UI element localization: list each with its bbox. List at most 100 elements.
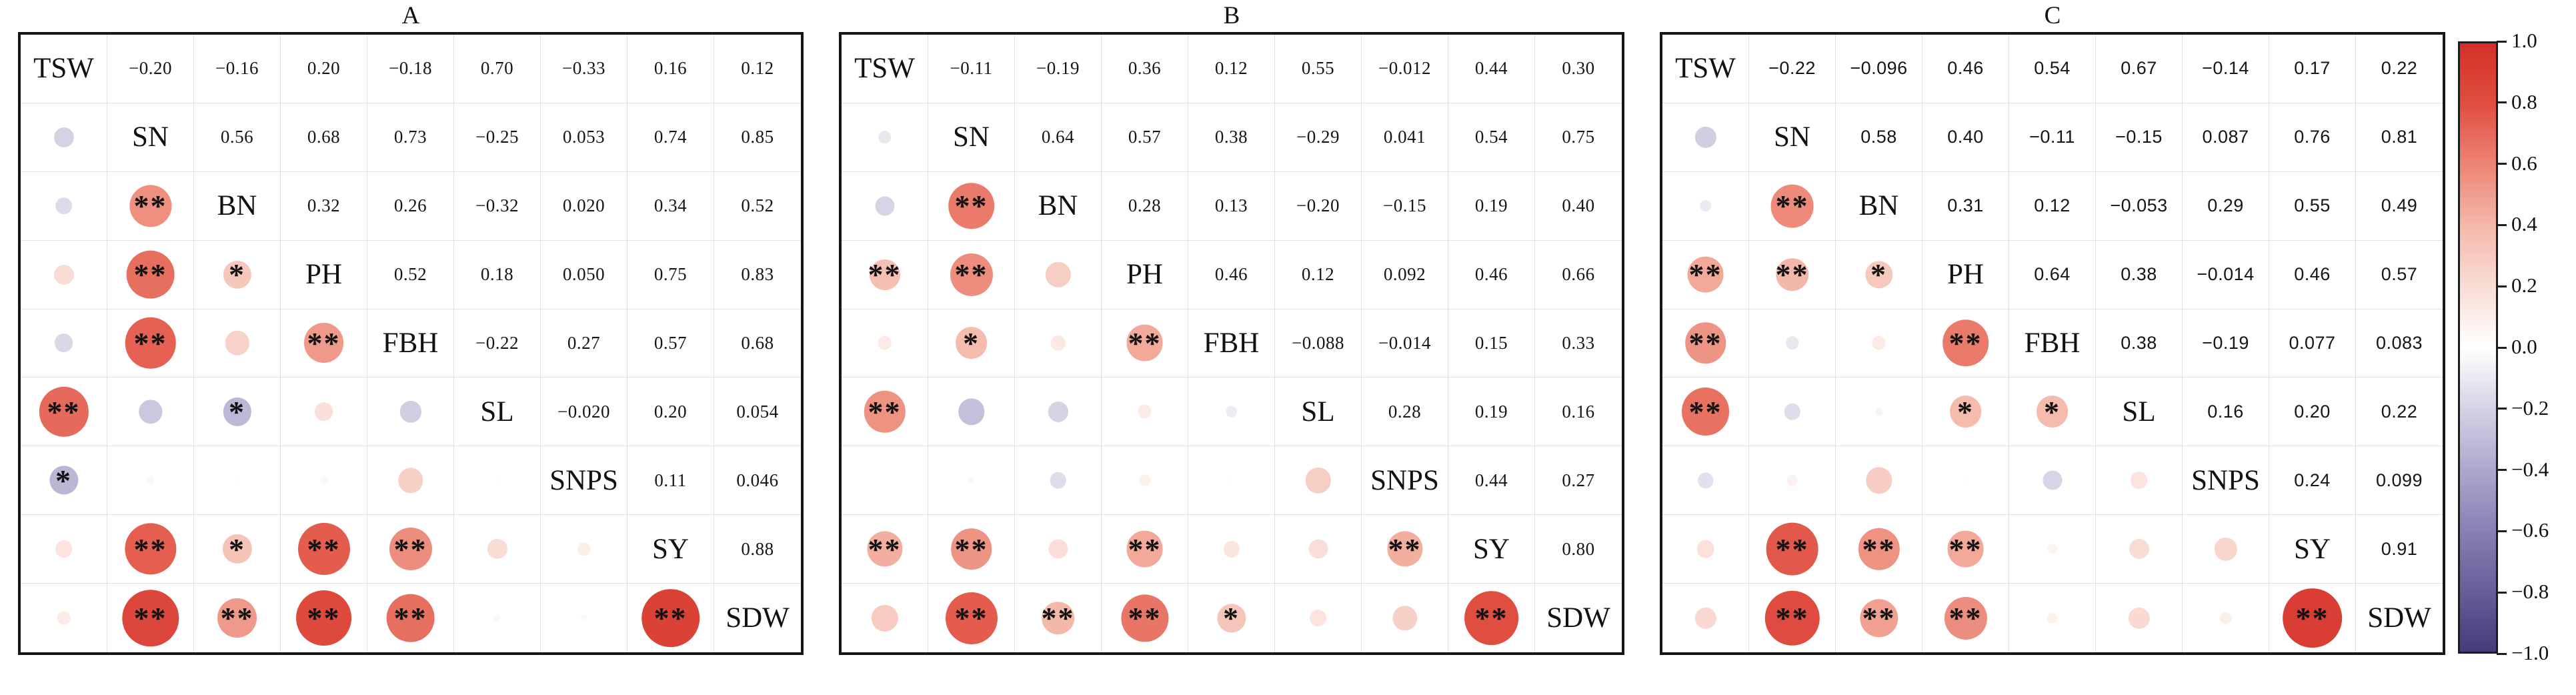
matrix-cell: BN — [1015, 171, 1102, 241]
correlation-value: 0.46 — [1947, 58, 1984, 79]
matrix-cell: ** — [107, 309, 194, 378]
matrix-cell — [21, 171, 107, 241]
significance-stars: ** — [954, 189, 988, 223]
matrix-cell — [1362, 584, 1448, 652]
matrix-cell: ** — [107, 584, 194, 652]
matrix-cell: 0.24 — [2269, 446, 2356, 516]
matrix-cell: 0.54 — [2009, 35, 2096, 103]
correlation-value: 0.29 — [2207, 195, 2244, 216]
matrix-cell: 0.34 — [627, 171, 714, 241]
matrix-cell: 0.38 — [2096, 240, 2183, 309]
correlation-circle — [53, 127, 74, 147]
matrix-cell — [2009, 515, 2096, 584]
correlation-value: −0.088 — [1292, 332, 1344, 353]
matrix-cell — [21, 240, 107, 309]
correlation-value: −0.33 — [562, 58, 605, 79]
matrix-cell: 0.12 — [714, 35, 801, 103]
correlation-value: 0.68 — [307, 127, 341, 147]
correlation-value: 0.053 — [562, 127, 605, 147]
correlation-value: 0.54 — [2034, 58, 2071, 79]
correlation-circle — [54, 333, 73, 353]
matrix-cell: 0.75 — [627, 240, 714, 309]
significance-stars: ** — [307, 601, 341, 636]
matrix-cell: 0.20 — [627, 378, 714, 447]
matrix-cell: 0.099 — [2356, 446, 2443, 516]
variable-label: FBH — [2024, 327, 2081, 359]
significance-stars: * — [55, 463, 72, 498]
correlation-circle — [2130, 472, 2148, 490]
correlation-value: −0.14 — [2202, 58, 2249, 79]
matrix-cell: ** — [281, 309, 367, 378]
variable-label: SN — [132, 121, 169, 153]
correlation-value: 0.22 — [2381, 401, 2418, 422]
correlation-circle — [1699, 199, 1712, 212]
matrix-cell: 0.49 — [2356, 172, 2443, 241]
correlation-circle — [1050, 472, 1066, 489]
matrix-cell — [2096, 515, 2183, 584]
correlation-circle — [1126, 325, 1163, 362]
colorbar — [2458, 41, 2498, 654]
correlation-value: 0.83 — [741, 264, 774, 285]
matrix-cell: SY — [2269, 515, 2356, 584]
correlation-circle — [1764, 590, 1820, 646]
correlation-value: 0.083 — [2375, 332, 2423, 353]
colorbar-tick-label: 1.0 — [2511, 29, 2537, 52]
correlation-circle — [1864, 260, 1893, 289]
matrix-cell — [1188, 378, 1275, 447]
correlation-value: −0.020 — [557, 401, 610, 422]
matrix-cell — [1662, 103, 1749, 172]
significance-stars: ** — [393, 601, 427, 636]
correlation-value: 0.46 — [1474, 264, 1508, 285]
correlation-value: 0.40 — [1947, 127, 1984, 147]
matrix-cell: −0.014 — [2183, 240, 2269, 309]
panel-a-title: A — [401, 2, 420, 29]
correlation-circle — [399, 401, 421, 423]
variable-label: SDW — [1546, 602, 1610, 634]
matrix-cell: ** — [1662, 378, 1749, 447]
colorbar-tick — [2497, 40, 2507, 43]
significance-stars: ** — [1688, 325, 1722, 360]
variable-label: TSW — [33, 53, 94, 85]
matrix-cell — [1749, 309, 1836, 378]
correlation-value: −0.22 — [1768, 58, 1816, 79]
matrix-cell: −0.053 — [2096, 171, 2183, 241]
matrix-cell — [1662, 171, 1749, 241]
matrix-cell: 0.46 — [1188, 240, 1275, 309]
matrix-cell: −0.20 — [1275, 171, 1362, 241]
matrix-cell — [1836, 446, 1922, 516]
correlation-value: −0.22 — [475, 332, 519, 353]
correlation-circle — [386, 594, 435, 642]
matrix-cell: ** — [194, 584, 281, 652]
correlation-value: 0.57 — [1128, 127, 1162, 147]
correlation-circle — [2282, 588, 2343, 648]
matrix-cell: ** — [842, 240, 928, 309]
colorbar-tick — [2497, 346, 2507, 349]
variable-label: SY — [2294, 533, 2331, 565]
matrix-cell: SL — [1275, 378, 1362, 447]
correlation-circle — [222, 534, 252, 564]
correlation-circle — [950, 253, 993, 296]
variable-label: SL — [2122, 396, 2156, 428]
matrix-cell — [1275, 515, 1362, 584]
matrix-cell: ** — [107, 515, 194, 584]
matrix-cell — [842, 171, 928, 241]
matrix-cell: ** — [367, 515, 454, 584]
correlation-circle — [235, 478, 239, 483]
matrix-cell: ** — [1836, 515, 1922, 584]
correlation-value: −0.012 — [1378, 58, 1431, 79]
correlation-value: 0.54 — [1474, 127, 1508, 147]
matrix-cell: −0.32 — [454, 171, 541, 241]
correlation-value: 0.49 — [2381, 195, 2418, 216]
matrix-cell: ** — [627, 584, 714, 652]
significance-stars: * — [1957, 394, 1974, 429]
matrix-cell: ** — [1102, 515, 1188, 584]
significance-stars: ** — [954, 532, 988, 566]
matrix-cell: 0.55 — [2269, 171, 2356, 241]
correlation-value: 0.24 — [2294, 470, 2331, 490]
correlation-value: 0.67 — [2121, 58, 2157, 79]
matrix-cell: 0.28 — [1102, 171, 1188, 241]
matrix-cell: 0.32 — [281, 171, 367, 241]
matrix-cell — [1275, 584, 1362, 652]
correlation-value: 0.20 — [2294, 401, 2331, 422]
correlation-value: 0.15 — [1474, 332, 1508, 353]
